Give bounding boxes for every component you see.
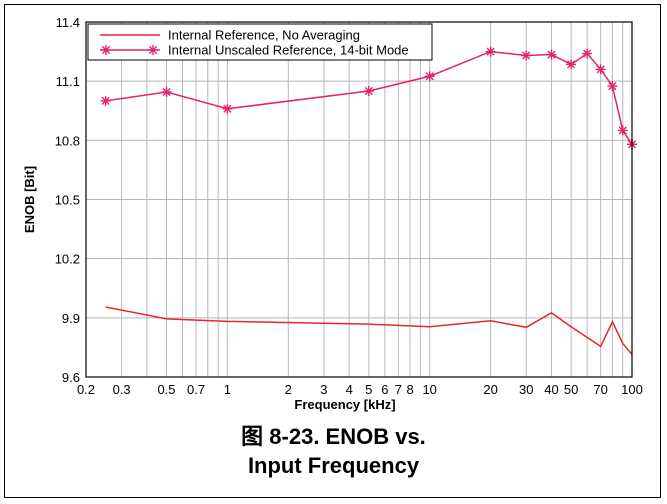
y-tick-label: 10.8 [55, 133, 80, 148]
series-2-point [363, 86, 374, 97]
marker-stroke [618, 126, 627, 135]
y-tick-label: 9.6 [62, 370, 80, 385]
series-2-point [521, 50, 532, 61]
y-tick-label: 11.1 [56, 74, 80, 89]
legend-label-2: Internal Unscaled Reference, 14-bit Mode [168, 43, 409, 58]
series-2-point [617, 125, 628, 136]
x-tick-label: 6 [381, 382, 388, 397]
figure-caption-line1: 图 8-23. ENOB vs. [241, 424, 426, 449]
y-tick-label: 10.2 [55, 252, 80, 267]
x-tick-label: 40 [544, 382, 558, 397]
series-2-point [582, 48, 593, 59]
x-tick-label: 0.7 [187, 382, 205, 397]
marker-stroke [425, 72, 434, 81]
x-tick-label: 1 [224, 382, 231, 397]
x-tick-label: 7 [395, 382, 402, 397]
marker-stroke [223, 104, 232, 113]
y-tick-label: 11.4 [56, 15, 80, 30]
x-tick-label: 70 [593, 382, 607, 397]
marker-stroke [162, 87, 171, 97]
y-tick-label: 10.5 [55, 193, 80, 208]
x-tick-label: 4 [346, 382, 353, 397]
legend-box [87, 23, 433, 61]
series-2-point [424, 71, 435, 82]
x-tick-label: 3 [320, 382, 327, 397]
y-tick-label: 9.9 [62, 311, 80, 326]
marker-stroke [547, 50, 556, 59]
legend-marker [101, 45, 111, 55]
legend-label-1: Internal Reference, No Averaging [168, 28, 360, 43]
figure-caption-line2: Input Frequency [247, 453, 420, 478]
x-tick-label: 0.3 [113, 382, 131, 397]
marker-stroke [567, 60, 576, 69]
tick-labels: 0.2 0.3 0.5 0.7 1 2 3 4 5 6 7 8 10 20 30 40 50 70 100 9.6 9.… [55, 15, 643, 397]
series-2-point [546, 49, 557, 60]
marker-stroke [148, 45, 158, 55]
marker-stroke [608, 82, 617, 91]
marker-stroke [522, 51, 531, 60]
x-tick-label: 5 [365, 382, 372, 397]
x-tick-label: 0.2 [77, 382, 95, 397]
y-axis-label: ENOB [Bit] [22, 166, 37, 233]
legend-marker [148, 45, 158, 55]
marker-stroke [596, 65, 605, 74]
x-tick-label: 10 [422, 382, 436, 397]
x-tick-label: 20 [483, 382, 497, 397]
marker-stroke [583, 49, 592, 58]
x-tick-label: 100 [621, 382, 643, 397]
series-line-1 [105, 306, 633, 355]
series-2-point [485, 46, 496, 57]
marker-stroke [101, 45, 111, 55]
marker-stroke [364, 86, 373, 96]
x-tick-label: 30 [519, 382, 533, 397]
series-2-point [566, 59, 577, 70]
plot-border [85, 21, 633, 378]
legend: Internal Reference, No AveragingInternal… [87, 23, 433, 61]
series-2-point [607, 81, 618, 92]
x-tick-label: 50 [564, 382, 578, 397]
series-2-point [161, 87, 172, 98]
x-tick-label: 2 [285, 382, 292, 397]
x-tick-label: 0.5 [157, 382, 175, 397]
series-2-point [100, 95, 111, 106]
series-2-point [222, 103, 233, 114]
series-2-point [595, 64, 606, 75]
marker-stroke [101, 96, 110, 105]
marker-stroke [486, 47, 495, 56]
x-tick-label: 8 [406, 382, 413, 397]
x-axis-label: Frequency [kHz] [294, 397, 395, 412]
